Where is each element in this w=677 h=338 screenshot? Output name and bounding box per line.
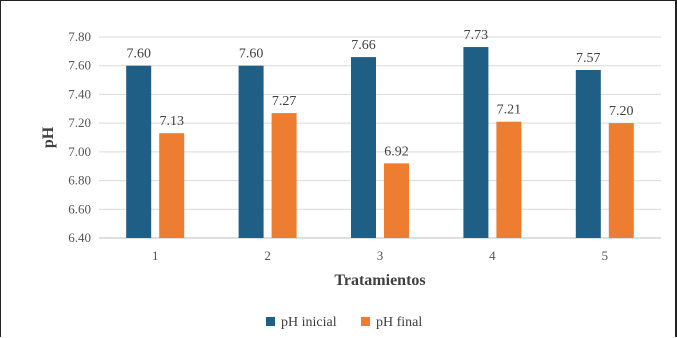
x-tick-label: 2 — [264, 248, 271, 263]
bar-ph-final — [271, 113, 297, 238]
legend-label: pH inicial — [281, 315, 337, 330]
y-tick-label: 7.20 — [68, 115, 91, 130]
y-tick-label: 6.40 — [68, 230, 91, 245]
data-label: 7.21 — [497, 103, 522, 118]
data-label: 6.92 — [384, 144, 409, 159]
y-tick-label: 6.60 — [68, 201, 91, 216]
x-tick-label: 4 — [489, 248, 496, 263]
bar-ph-inicial — [463, 47, 489, 238]
legend-swatch — [266, 317, 275, 326]
y-axis-title: pH — [40, 126, 57, 148]
y-tick-label: 7.40 — [68, 86, 91, 101]
bar-ph-final — [384, 163, 409, 238]
bar-ph-inicial — [575, 70, 601, 239]
legend-swatch — [361, 317, 370, 326]
x-tick-label: 1 — [152, 248, 159, 263]
data-label: 7.73 — [464, 28, 489, 43]
y-tick-label: 7.80 — [68, 29, 91, 44]
y-tick-label: 6.80 — [68, 173, 91, 188]
bar-ph-inicial — [126, 65, 152, 238]
y-tick-label: 7.00 — [68, 144, 91, 159]
bar-ph-final — [608, 123, 634, 238]
bar-ph-final — [159, 133, 185, 238]
data-label: 7.66 — [351, 38, 376, 53]
data-label: 7.57 — [576, 51, 601, 66]
data-label: 7.60 — [126, 47, 151, 62]
x-tick-label: 5 — [602, 248, 609, 263]
data-label: 7.20 — [609, 104, 634, 119]
y-tick-label: 7.60 — [68, 58, 91, 73]
x-axis-title: Tratamientos — [334, 272, 425, 289]
data-label: 7.27 — [272, 94, 297, 109]
legend-label: pH final — [376, 315, 422, 330]
x-tick-label: 3 — [377, 248, 384, 263]
bar-ph-final — [496, 121, 522, 238]
data-label: 7.60 — [239, 47, 264, 62]
bar-ph-inicial — [238, 65, 264, 238]
bar-ph-inicial — [351, 57, 376, 238]
data-label: 7.13 — [159, 114, 184, 129]
